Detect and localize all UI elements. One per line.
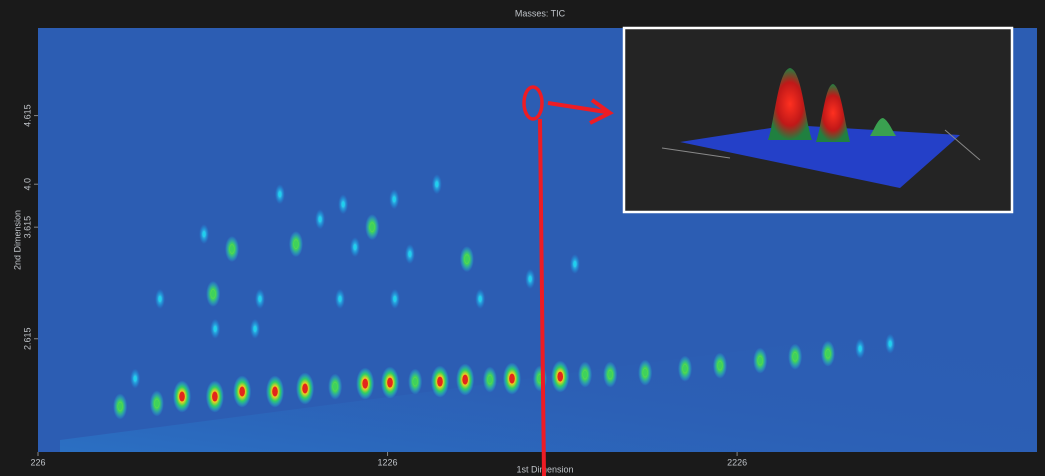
- peak-core: [573, 261, 576, 267]
- peak-core: [859, 346, 862, 352]
- peak-core: [302, 384, 308, 394]
- peak-core: [408, 251, 411, 257]
- peak-core: [253, 326, 256, 332]
- peak-core: [387, 378, 393, 388]
- peak-core: [230, 245, 234, 253]
- peak-core: [465, 255, 469, 263]
- peak-core: [370, 223, 374, 231]
- peak-core: [278, 191, 281, 197]
- peak-core: [718, 362, 722, 370]
- x-tick-label: 2226: [727, 457, 747, 467]
- y-tick-label: 3.615: [22, 216, 32, 239]
- peak-core: [435, 181, 438, 187]
- peak-core: [338, 296, 341, 302]
- peak-core: [583, 371, 587, 379]
- peak-core: [488, 376, 492, 384]
- peak-core: [393, 296, 396, 302]
- peak-core: [258, 296, 261, 302]
- y-axis-label: 2nd Dimension: [12, 210, 22, 270]
- peak-core: [202, 231, 205, 237]
- peak-core: [134, 376, 137, 382]
- peak-core: [155, 399, 159, 407]
- peak-core: [462, 375, 468, 385]
- peak-core: [826, 350, 830, 358]
- peak-core: [529, 276, 532, 282]
- peak-core: [362, 379, 368, 389]
- peak-core: [793, 353, 797, 361]
- y-tick-label: 4.0: [22, 178, 32, 191]
- x-tick-label: 226: [30, 457, 45, 467]
- peak-core: [118, 402, 122, 410]
- peak-core: [479, 296, 482, 302]
- peak-core: [683, 365, 687, 373]
- peak-core: [437, 377, 443, 387]
- y-tick-label: 2.615: [22, 327, 32, 350]
- peak-core: [211, 290, 215, 298]
- peak-core: [294, 240, 298, 248]
- peak-core: [239, 387, 245, 397]
- peak-core: [179, 392, 185, 402]
- peak-core: [557, 372, 563, 382]
- inset-frame: [624, 28, 1012, 212]
- peak-core: [608, 371, 612, 379]
- y-tick-label: 4.615: [22, 104, 32, 127]
- peak-core: [318, 216, 321, 222]
- peak-core: [212, 392, 218, 402]
- peak-core: [158, 296, 161, 302]
- peak-core: [333, 383, 337, 391]
- peak-core: [758, 357, 762, 365]
- chart: Masses: TIC 1st Dimension 2nd Dimension …: [0, 0, 1045, 476]
- peak-core: [393, 196, 396, 202]
- x-tick-label: 1226: [378, 457, 398, 467]
- peak-core: [342, 201, 345, 207]
- chart-title: Masses: TIC: [515, 8, 566, 18]
- peak-core: [643, 369, 647, 377]
- peak-core: [214, 326, 217, 332]
- peak-core: [889, 341, 892, 347]
- inset-3d: [624, 28, 1012, 212]
- peak-core: [353, 244, 356, 250]
- peak-core: [413, 378, 417, 386]
- peak-core: [509, 374, 515, 384]
- peak-core: [272, 387, 278, 397]
